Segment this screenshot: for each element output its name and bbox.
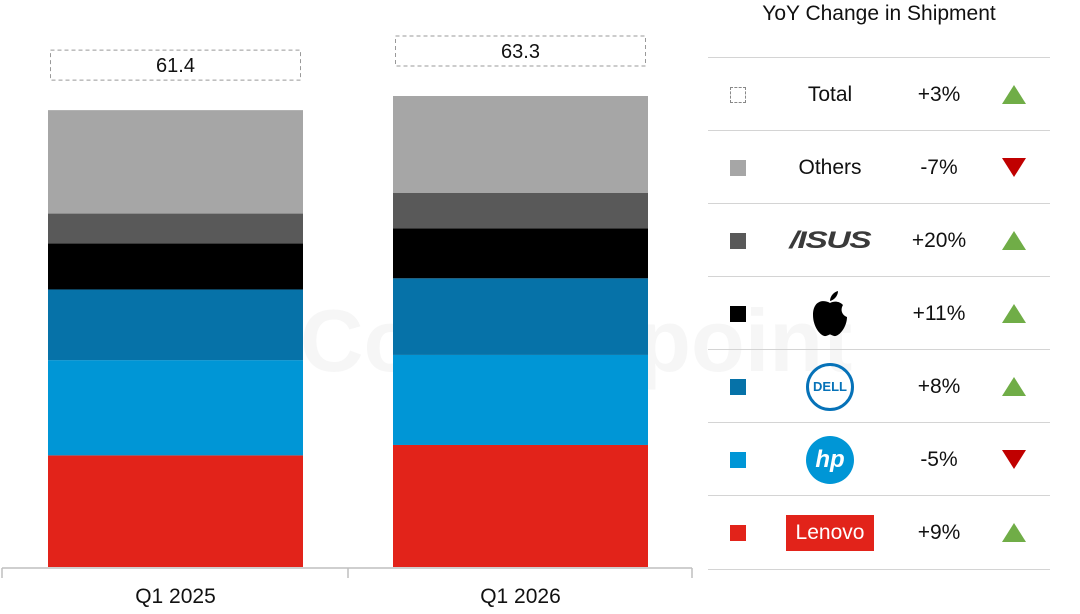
legend-change: +9% xyxy=(917,520,961,544)
legend-row-apple: +11% xyxy=(708,276,1050,350)
x-tick-label: Q1 2025 xyxy=(135,585,216,608)
up-triangle-icon xyxy=(1002,523,1026,542)
down-triangle-icon xyxy=(1002,450,1026,469)
bar-segment-apple xyxy=(48,243,303,290)
apple-swatch xyxy=(730,306,746,322)
lenovo-logo: Lenovo xyxy=(768,496,892,569)
legend-row-asus: /ISUS +20% xyxy=(708,203,1050,277)
legend-change: +20% xyxy=(911,228,967,252)
others-swatch xyxy=(730,160,746,176)
legend-name: Total xyxy=(807,82,853,106)
legend-change: -7% xyxy=(920,155,958,179)
asus-logo: /ISUS xyxy=(789,226,872,254)
legend-change: +3% xyxy=(917,82,961,106)
asus-swatch xyxy=(730,233,746,249)
total-data-label: 61.4 xyxy=(156,55,195,77)
bar-segment-others xyxy=(393,96,648,193)
bar-segment-hp xyxy=(393,354,648,445)
legend-row-total: Total +3% xyxy=(708,57,1050,131)
legend-row-others: Others -7% xyxy=(708,130,1050,204)
down-triangle-icon xyxy=(1002,158,1026,177)
x-tick-label: Q1 2026 xyxy=(480,585,561,608)
legend-row-hp: hp -5% xyxy=(708,422,1050,496)
bar-segment-others xyxy=(48,110,303,214)
stacked-bar-chart: 61.4 Q1 2025 63.3 Q1 2026 xyxy=(1,35,693,608)
legend-row-lenovo: Lenovo +9% xyxy=(708,495,1050,570)
total-swatch xyxy=(730,87,746,103)
hp-logo: hp xyxy=(768,423,892,496)
up-triangle-icon xyxy=(1002,377,1026,396)
dell-logo: DELL xyxy=(768,350,892,423)
legend-row-dell: DELL +8% xyxy=(708,349,1050,423)
legend-change: -5% xyxy=(920,447,958,471)
up-triangle-icon xyxy=(1002,304,1026,323)
total-data-label: 63.3 xyxy=(501,41,540,63)
apple-logo-icon xyxy=(768,277,892,350)
dell-swatch xyxy=(730,379,746,395)
bar-segment-asus xyxy=(48,213,303,244)
up-triangle-icon xyxy=(1002,231,1026,250)
legend-change: +8% xyxy=(917,374,961,398)
bar-segment-apple xyxy=(393,228,648,279)
bar-segment-dell xyxy=(393,278,648,355)
up-triangle-icon xyxy=(1002,85,1026,104)
bar-segment-lenovo xyxy=(393,444,648,567)
bar-segment-asus xyxy=(393,192,648,229)
hp-swatch xyxy=(730,452,746,468)
bar-segment-lenovo xyxy=(48,455,303,567)
legend-name: Others xyxy=(798,155,862,179)
legend-change: +11% xyxy=(912,301,966,325)
lenovo-swatch xyxy=(730,525,746,541)
bar-segment-hp xyxy=(48,360,303,456)
bar-segment-dell xyxy=(48,289,303,361)
legend-title: YoY Change in Shipment xyxy=(762,2,996,25)
